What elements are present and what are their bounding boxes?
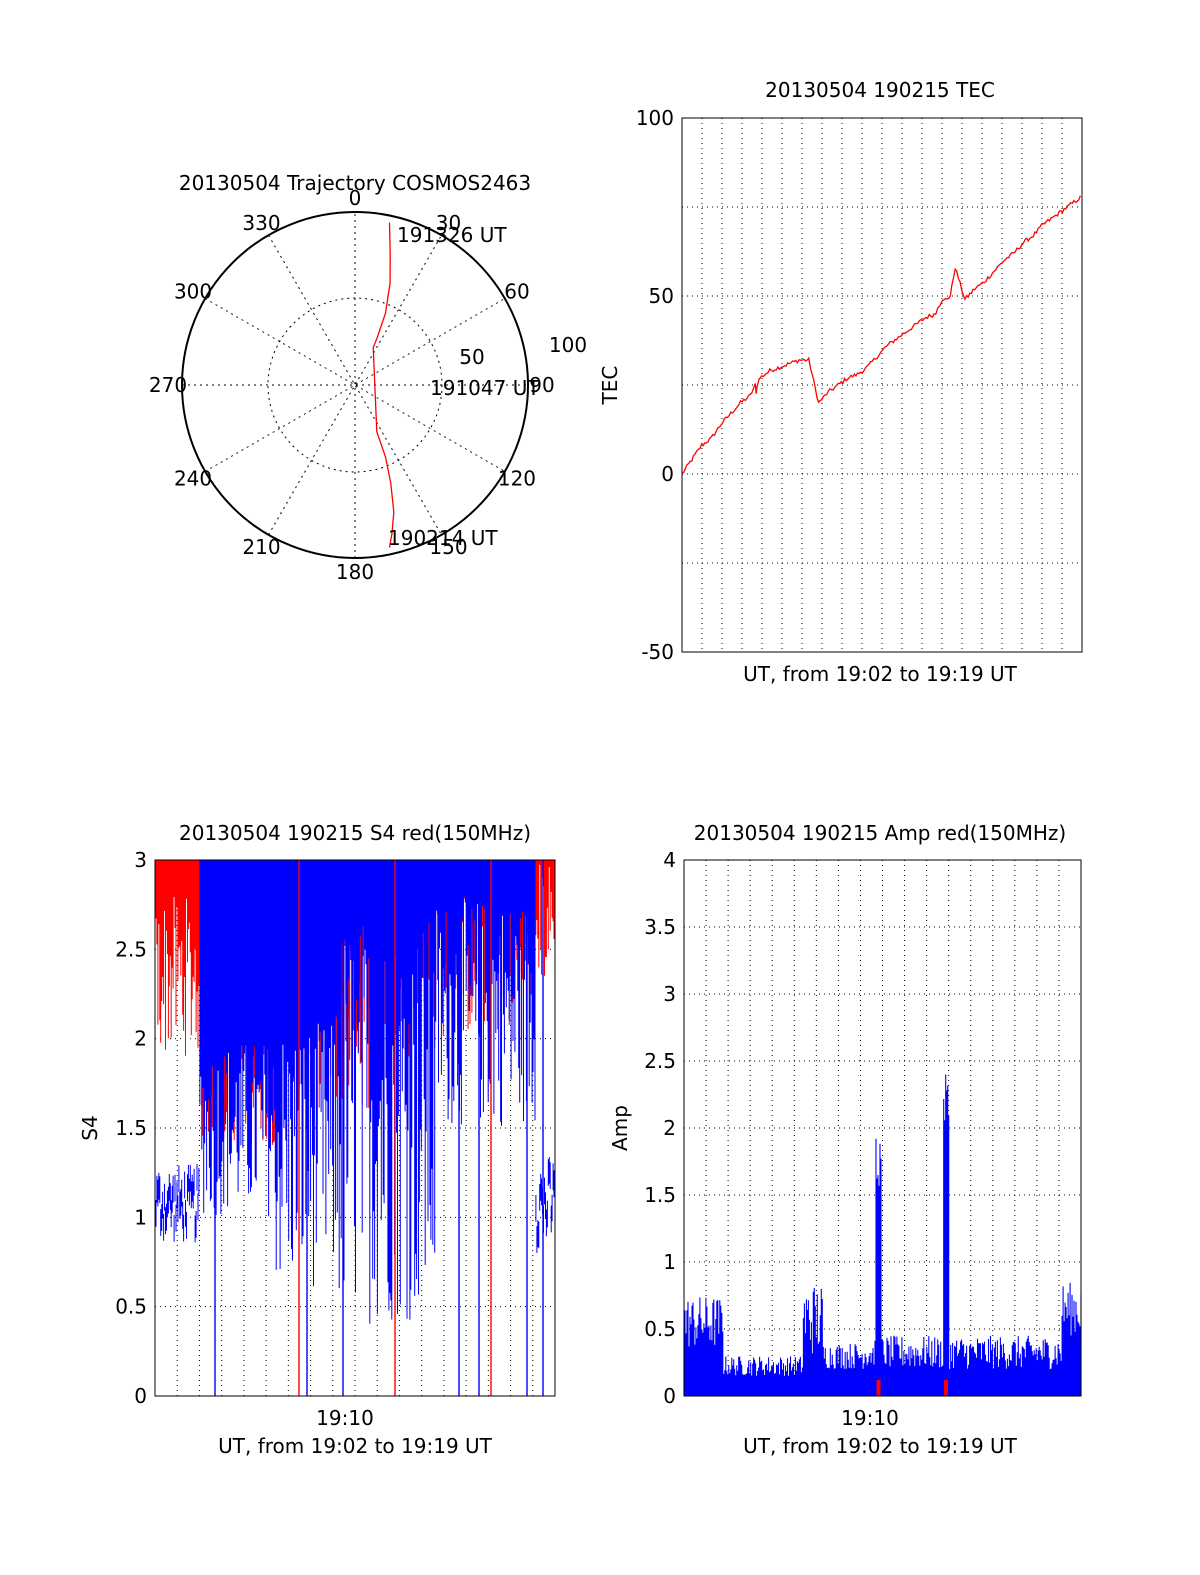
polar-spoke-60 xyxy=(204,298,506,472)
polar-spoke-120 xyxy=(204,298,506,472)
polar-inner-circle xyxy=(267,297,443,473)
amp-chart: 20130504 190215 Amp red(150MHz) 4 3.5 3 2.5… xyxy=(608,821,1082,1458)
polar-angle-label-60: 60 xyxy=(504,280,529,304)
y-tick-label: 0.5 xyxy=(644,1317,676,1341)
y-tick-label: 1.5 xyxy=(644,1183,676,1207)
y-tick-label: 0.5 xyxy=(115,1295,147,1319)
y-tick-label: 2.5 xyxy=(115,937,147,961)
polar-angle-label-0: 0 xyxy=(349,186,362,210)
amp-y-ticks: 4 3.5 3 2.5 2 1.5 1 0.5 0 xyxy=(644,848,676,1408)
s4-red-drops xyxy=(298,860,492,1396)
amp-x-axis-label: UT, from 19:02 to 19:19 UT xyxy=(743,1434,1018,1458)
amp-plot-frame xyxy=(683,859,1082,1397)
polar-angle-label-330: 330 xyxy=(242,211,280,235)
tec-grid xyxy=(682,118,1082,652)
s4-chart: 20130504 190215 S4 red(150MHz) 3 2.5 2 1.5 1… xyxy=(78,821,556,1458)
polar-angle-label-120: 120 xyxy=(498,467,536,491)
y-tick-label: 2 xyxy=(134,1027,147,1051)
y-tick-label: 2 xyxy=(663,1116,676,1140)
s4-y-ticks: 3 2.5 2 1.5 1 0.5 0 xyxy=(115,848,147,1408)
polar-angle-label-270: 270 xyxy=(149,373,187,397)
y-tick-label: 3 xyxy=(663,982,676,1006)
y-tick-label: 0 xyxy=(134,1384,147,1408)
y-tick-label: 1.5 xyxy=(115,1116,147,1140)
polar-angle-label-300: 300 xyxy=(174,280,212,304)
s4-blue-drops xyxy=(214,860,544,1396)
polar-angle-label-180: 180 xyxy=(336,560,374,584)
y-tick-label: 2.5 xyxy=(644,1049,676,1073)
s4-title: 20130504 190215 S4 red(150MHz) xyxy=(179,821,531,845)
tec-chart: 20130504 190215 TEC 100 50 0 -50 TEC UT, fr… xyxy=(598,78,1083,686)
tec-y-axis-label: TEC xyxy=(598,366,622,406)
amp-title: 20130504 190215 Amp red(150MHz) xyxy=(694,821,1066,845)
amp-grid xyxy=(684,860,1081,1396)
tec-title: 20130504 190215 TEC xyxy=(765,78,995,102)
s4-y-axis-label: S4 xyxy=(78,1115,102,1140)
y-tick-label: 4 xyxy=(663,848,676,872)
y-tick-label: 100 xyxy=(636,106,674,130)
polar-radius-label-50: 50 xyxy=(459,345,484,369)
amp-x-tick-label: 19:10 xyxy=(841,1406,899,1430)
y-tick-label: 50 xyxy=(649,284,674,308)
trajectory-end-label: 191326 UT xyxy=(397,223,507,247)
polar-chart: 20130504 Trajectory COSMOS2463 0 30 60 90 12… xyxy=(149,171,587,584)
y-tick-label: 3.5 xyxy=(644,915,676,939)
polar-angle-label-210: 210 xyxy=(242,535,280,559)
trajectory-mid-label: 191047 UT xyxy=(430,376,540,400)
s4-plot-frame xyxy=(154,859,556,1397)
tec-plot-frame xyxy=(681,117,1083,653)
y-tick-label: 1 xyxy=(663,1250,676,1274)
y-tick-label: 0 xyxy=(661,462,674,486)
amp-red-mark-0 xyxy=(876,1379,881,1396)
polar-title: 20130504 Trajectory COSMOS2463 xyxy=(179,171,531,195)
polar-angle-label-240: 240 xyxy=(174,467,212,491)
polar-radius-label-100: 100 xyxy=(549,333,587,357)
amp-y-axis-label: Amp xyxy=(608,1105,632,1151)
y-tick-label: 1 xyxy=(134,1205,147,1229)
s4-x-tick-label: 19:10 xyxy=(316,1406,374,1430)
polar-spoke-30 xyxy=(268,234,442,536)
y-tick-label: 3 xyxy=(134,848,147,872)
y-tick-label: -50 xyxy=(641,640,674,664)
polar-spoke-150 xyxy=(268,234,442,536)
amp-red-mark-1 xyxy=(944,1379,949,1396)
polar-trajectory-line xyxy=(372,222,395,548)
s4-x-axis-label: UT, from 19:02 to 19:19 UT xyxy=(218,1434,493,1458)
polar-angle-label-150: 150 xyxy=(429,535,467,559)
polar-angle-label-30: 30 xyxy=(436,211,461,235)
polar-spokes xyxy=(182,212,528,558)
trajectory-start-label: 190214 UT xyxy=(388,526,498,550)
tec-y-ticks: 100 50 0 -50 xyxy=(636,106,674,664)
polar-angle-label-90: 90 xyxy=(529,373,554,397)
s4-series xyxy=(154,860,556,1396)
tec-x-axis-label: UT, from 19:02 to 19:19 UT xyxy=(743,662,1018,686)
polar-angle-labels: 0 30 60 90 120 150 180 210 240 270 300 330 xyxy=(149,186,555,584)
y-tick-label: 0 xyxy=(663,1384,676,1408)
tec-series-line xyxy=(681,195,1082,474)
